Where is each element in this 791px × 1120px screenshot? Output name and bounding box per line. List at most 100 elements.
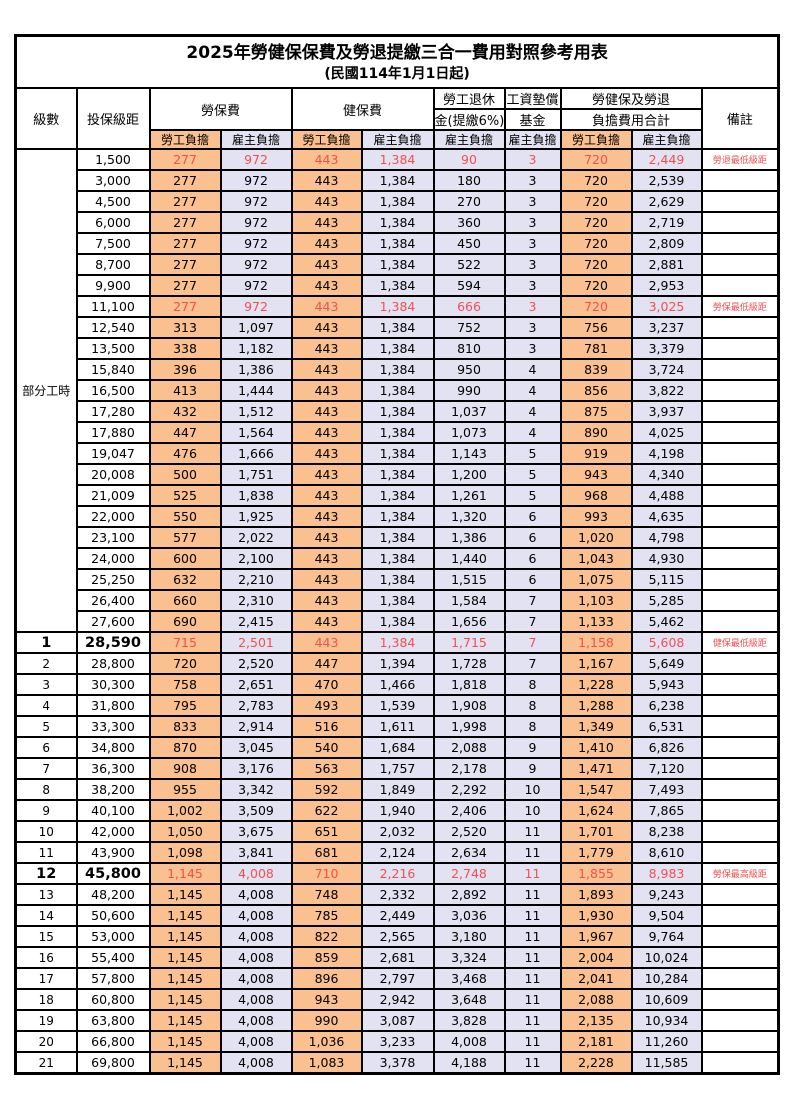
cell-labor-employer: 1,838 <box>219 484 293 507</box>
cell-labor-employee: 432 <box>148 400 222 423</box>
cell-labor-employee: 1,145 <box>148 967 222 990</box>
cell-labor-employee: 1,145 <box>148 862 222 885</box>
cell-health-employer: 3,378 <box>360 1051 435 1075</box>
table-row: 11 43,900 1,098 3,841 681 2,124 2,634 11 1,779 8,… <box>14 841 780 864</box>
cell-health-employee: 443 <box>290 232 363 255</box>
cell-total-employer: 9,764 <box>630 925 703 948</box>
cell-total-employer: 4,340 <box>630 463 703 486</box>
cell-health-employee: 540 <box>290 736 363 759</box>
cell-labor-employer: 2,520 <box>219 652 293 675</box>
cell-labor-employer: 972 <box>219 190 293 213</box>
cell-health-employer: 1,384 <box>360 169 435 192</box>
cell-total-employee: 2,004 <box>559 946 633 969</box>
cell-wage-fund-employer: 11 <box>503 967 562 990</box>
cell-total-employer: 10,934 <box>630 1009 703 1032</box>
cell-total-employer: 5,943 <box>630 673 703 696</box>
cell-health-employer: 1,611 <box>360 715 435 738</box>
cell-wage-fund-employer: 11 <box>503 883 562 906</box>
table-row: 8 38,200 955 3,342 592 1,849 2,292 10 1,547 7,493 <box>14 778 780 801</box>
cell-wage-fund-employer: 10 <box>503 799 562 822</box>
cell-labor-employee: 277 <box>148 295 222 318</box>
cell-wage-fund-employer: 6 <box>503 526 562 549</box>
level-cell: 16 <box>14 946 78 969</box>
level-cell: 4 <box>14 694 78 717</box>
cell-health-employee: 443 <box>290 358 363 381</box>
level-cell: 20 <box>14 1030 78 1053</box>
remark-cell <box>700 610 780 633</box>
cell-wage-fund-employer: 3 <box>503 295 562 318</box>
cell-labor-employer: 972 <box>219 211 293 234</box>
cell-total-employer: 2,953 <box>630 274 703 297</box>
cell-total-employee: 1,930 <box>559 904 633 927</box>
cell-wage-fund-employer: 5 <box>503 463 562 486</box>
cell-labor-employee: 277 <box>148 148 222 171</box>
col-header-pension-bottom: 金(提繳6%) <box>432 108 506 131</box>
cell-total-employee: 720 <box>559 190 633 213</box>
col-header-bracket: 投保級距 <box>75 87 151 150</box>
cell-labor-employee: 1,145 <box>148 904 222 927</box>
cell-health-employee: 443 <box>290 253 363 276</box>
cell-health-employee: 622 <box>290 799 363 822</box>
cell-wage-fund-employer: 6 <box>503 568 562 591</box>
cell-health-employee: 990 <box>290 1009 363 1032</box>
cell-pension-employer: 990 <box>432 379 506 402</box>
remark-cell <box>700 421 780 444</box>
table-row: 21,009 525 1,838 443 1,384 1,261 5 968 4,488 <box>16 484 780 507</box>
cell-wage-fund-employer: 11 <box>503 862 562 885</box>
cell-labor-employee: 338 <box>148 337 222 360</box>
cell-total-employer: 5,462 <box>630 610 703 633</box>
cell-labor-employee: 447 <box>148 421 222 444</box>
level-cell: 14 <box>14 904 78 927</box>
cell-labor-employee: 1,145 <box>148 925 222 948</box>
cell-total-employer: 6,531 <box>630 715 703 738</box>
page: 2025年勞健保保費及勞退提繳三合一費用對照參考用表 (民國114年1月1日起)… <box>14 34 781 1075</box>
bracket-cell: 48,200 <box>75 883 151 906</box>
bracket-cell: 16,500 <box>75 379 151 402</box>
cell-wage-fund-employer: 3 <box>503 232 562 255</box>
cell-labor-employee: 1,145 <box>148 1030 222 1053</box>
cell-wage-fund-employer: 8 <box>503 715 562 738</box>
cell-health-employee: 1,083 <box>290 1051 363 1075</box>
cell-health-employer: 2,565 <box>360 925 435 948</box>
cell-total-employee: 756 <box>559 316 633 339</box>
cell-total-employer: 5,285 <box>630 589 703 612</box>
col-header-remark: 備註 <box>700 87 780 150</box>
cell-wage-fund-employer: 8 <box>503 694 562 717</box>
cell-labor-employer: 2,651 <box>219 673 293 696</box>
cell-total-employer: 4,798 <box>630 526 703 549</box>
table-row: 6,000 277 972 443 1,384 360 3 720 2,719 <box>16 211 780 234</box>
cell-pension-employer: 270 <box>432 190 506 213</box>
cell-labor-employer: 2,415 <box>219 610 293 633</box>
cell-pension-employer: 752 <box>432 316 506 339</box>
cell-total-employer: 6,238 <box>630 694 703 717</box>
remark-cell <box>700 925 780 948</box>
cell-labor-employer: 1,564 <box>219 421 293 444</box>
cell-total-employer: 4,930 <box>630 547 703 570</box>
cell-pension-employer: 1,998 <box>432 715 506 738</box>
level-cell: 15 <box>14 925 78 948</box>
cell-health-employer: 1,384 <box>360 211 435 234</box>
cell-labor-employee: 1,098 <box>148 841 222 864</box>
bracket-cell: 34,800 <box>75 736 151 759</box>
remark-cell <box>700 1009 780 1032</box>
table-row: 13,500 338 1,182 443 1,384 810 3 781 3,379 <box>16 337 780 360</box>
remark-cell <box>700 442 780 465</box>
cell-total-employer: 10,284 <box>630 967 703 990</box>
bracket-cell: 57,800 <box>75 967 151 990</box>
cell-labor-employer: 4,008 <box>219 862 293 885</box>
cell-total-employee: 720 <box>559 274 633 297</box>
remark-cell <box>700 841 780 864</box>
cell-total-employee: 856 <box>559 379 633 402</box>
cell-total-employer: 5,115 <box>630 568 703 591</box>
cell-total-employee: 943 <box>559 463 633 486</box>
table-row: 27,600 690 2,415 443 1,384 1,656 7 1,133 5,462 <box>16 610 780 633</box>
cell-total-employer: 9,504 <box>630 904 703 927</box>
table-row: 25,250 632 2,210 443 1,384 1,515 6 1,075 5,115 <box>16 568 780 591</box>
col-header-wage-fund-bottom: 基金 <box>503 108 562 131</box>
cell-health-employer: 1,466 <box>360 673 435 696</box>
cell-total-employer: 3,724 <box>630 358 703 381</box>
cell-total-employee: 875 <box>559 400 633 423</box>
cell-pension-employer: 1,515 <box>432 568 506 591</box>
cell-labor-employee: 550 <box>148 505 222 528</box>
cell-total-employer: 10,024 <box>630 946 703 969</box>
